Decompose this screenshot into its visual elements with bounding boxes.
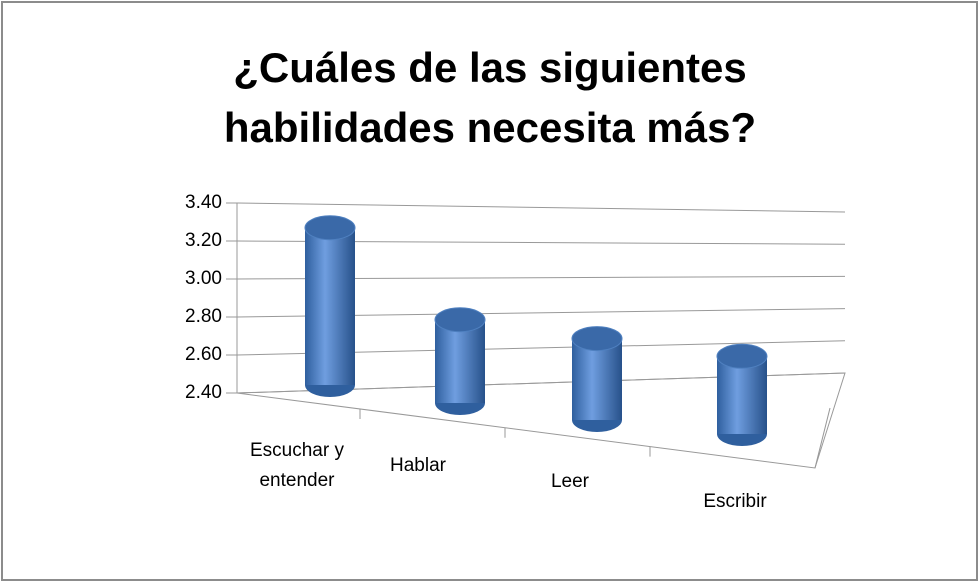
x-tick-label: Hablar xyxy=(390,455,446,476)
right-edge xyxy=(814,407,831,469)
bar xyxy=(435,319,485,403)
bar-top xyxy=(716,343,768,369)
bar xyxy=(305,227,355,385)
y-tick-label: 2.80 xyxy=(185,306,222,327)
y-tick-label: 2.40 xyxy=(185,382,222,403)
bar-top xyxy=(304,215,356,241)
x-tick-label: Escribir xyxy=(703,491,767,512)
x-tick-label: Leer xyxy=(550,471,590,492)
chart-title: ¿Cuáles de las siguientes habilidades ne… xyxy=(223,44,757,151)
bar-top xyxy=(434,307,486,333)
y-tick-label: 3.40 xyxy=(185,192,222,213)
x-tick-label: Escuchar y entender xyxy=(250,440,344,491)
y-tick-label: 3.20 xyxy=(185,230,222,251)
grid-line xyxy=(236,202,846,213)
y-tick-label: 2.60 xyxy=(185,344,222,365)
bar xyxy=(717,356,767,434)
bar-top xyxy=(571,326,623,352)
y-tick-label: 3.00 xyxy=(185,268,222,289)
bar xyxy=(572,338,622,420)
